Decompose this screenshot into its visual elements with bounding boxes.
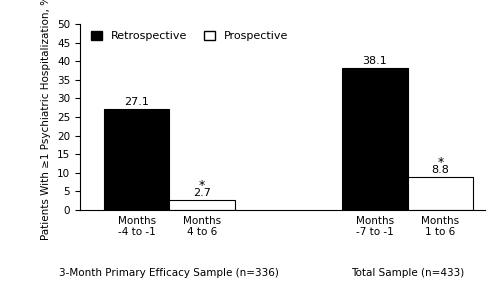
Bar <box>104 109 170 210</box>
Bar <box>170 200 235 210</box>
Bar <box>342 68 407 210</box>
Y-axis label: Patients With ≥1 Psychiatric Hospitalization, %: Patients With ≥1 Psychiatric Hospitaliza… <box>42 0 51 239</box>
Text: 2.7: 2.7 <box>193 188 211 198</box>
Text: 27.1: 27.1 <box>124 97 149 107</box>
Text: *: * <box>199 179 205 192</box>
Text: *: * <box>437 156 444 169</box>
Text: 8.8: 8.8 <box>432 165 450 176</box>
Bar <box>408 177 473 210</box>
Legend: Retrospective, Prospective: Retrospective, Prospective <box>90 30 289 42</box>
Text: 3-Month Primary Efficacy Sample (n=336): 3-Month Primary Efficacy Sample (n=336) <box>60 268 280 278</box>
Text: 38.1: 38.1 <box>362 56 387 66</box>
Text: Total Sample (n=433): Total Sample (n=433) <box>351 268 464 278</box>
